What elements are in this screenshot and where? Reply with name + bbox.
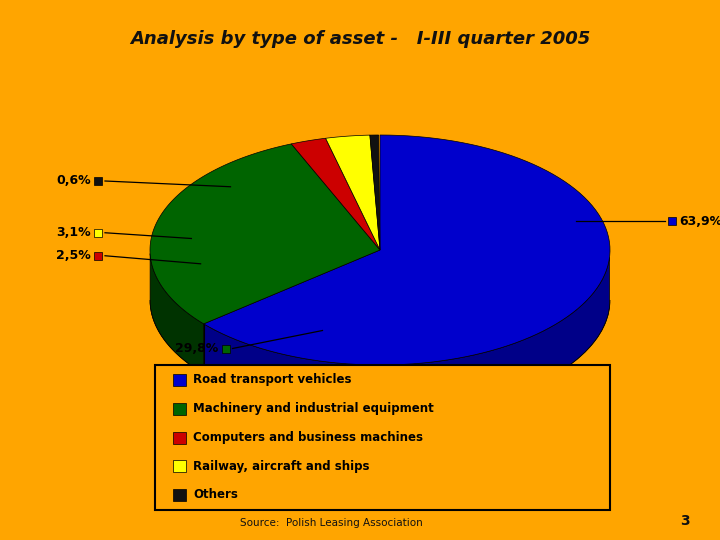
- Text: 2,5%: 2,5%: [56, 249, 91, 262]
- Text: 3,1%: 3,1%: [56, 226, 91, 239]
- Text: Road transport vehicles: Road transport vehicles: [193, 374, 351, 387]
- Polygon shape: [150, 144, 380, 324]
- Polygon shape: [325, 135, 380, 250]
- Polygon shape: [370, 135, 380, 250]
- Bar: [155, 365, 610, 510]
- Bar: [173, 489, 186, 501]
- Bar: [94, 177, 102, 185]
- Text: 3: 3: [680, 514, 690, 528]
- Polygon shape: [204, 135, 610, 365]
- Text: Source:  Polish Leasing Association: Source: Polish Leasing Association: [240, 518, 423, 528]
- Text: 63,9%: 63,9%: [679, 215, 720, 228]
- Bar: [94, 252, 102, 260]
- Text: Computers and business machines: Computers and business machines: [193, 431, 423, 444]
- Bar: [668, 217, 676, 225]
- Bar: [94, 229, 102, 237]
- Text: Others: Others: [193, 489, 238, 502]
- Bar: [173, 431, 186, 443]
- Text: 0,6%: 0,6%: [56, 174, 91, 187]
- Text: 29,8%: 29,8%: [175, 342, 218, 355]
- Polygon shape: [292, 138, 380, 250]
- Polygon shape: [204, 257, 610, 415]
- Text: Analysis by type of asset -   I-III quarter 2005: Analysis by type of asset - I-III quarte…: [130, 30, 590, 48]
- Polygon shape: [150, 254, 204, 374]
- Bar: [173, 403, 186, 415]
- Bar: [173, 460, 186, 472]
- Bar: [173, 374, 186, 386]
- Text: Machinery and industrial equipment: Machinery and industrial equipment: [193, 402, 433, 415]
- Bar: [222, 345, 230, 353]
- Text: Railway, aircraft and ships: Railway, aircraft and ships: [193, 460, 369, 472]
